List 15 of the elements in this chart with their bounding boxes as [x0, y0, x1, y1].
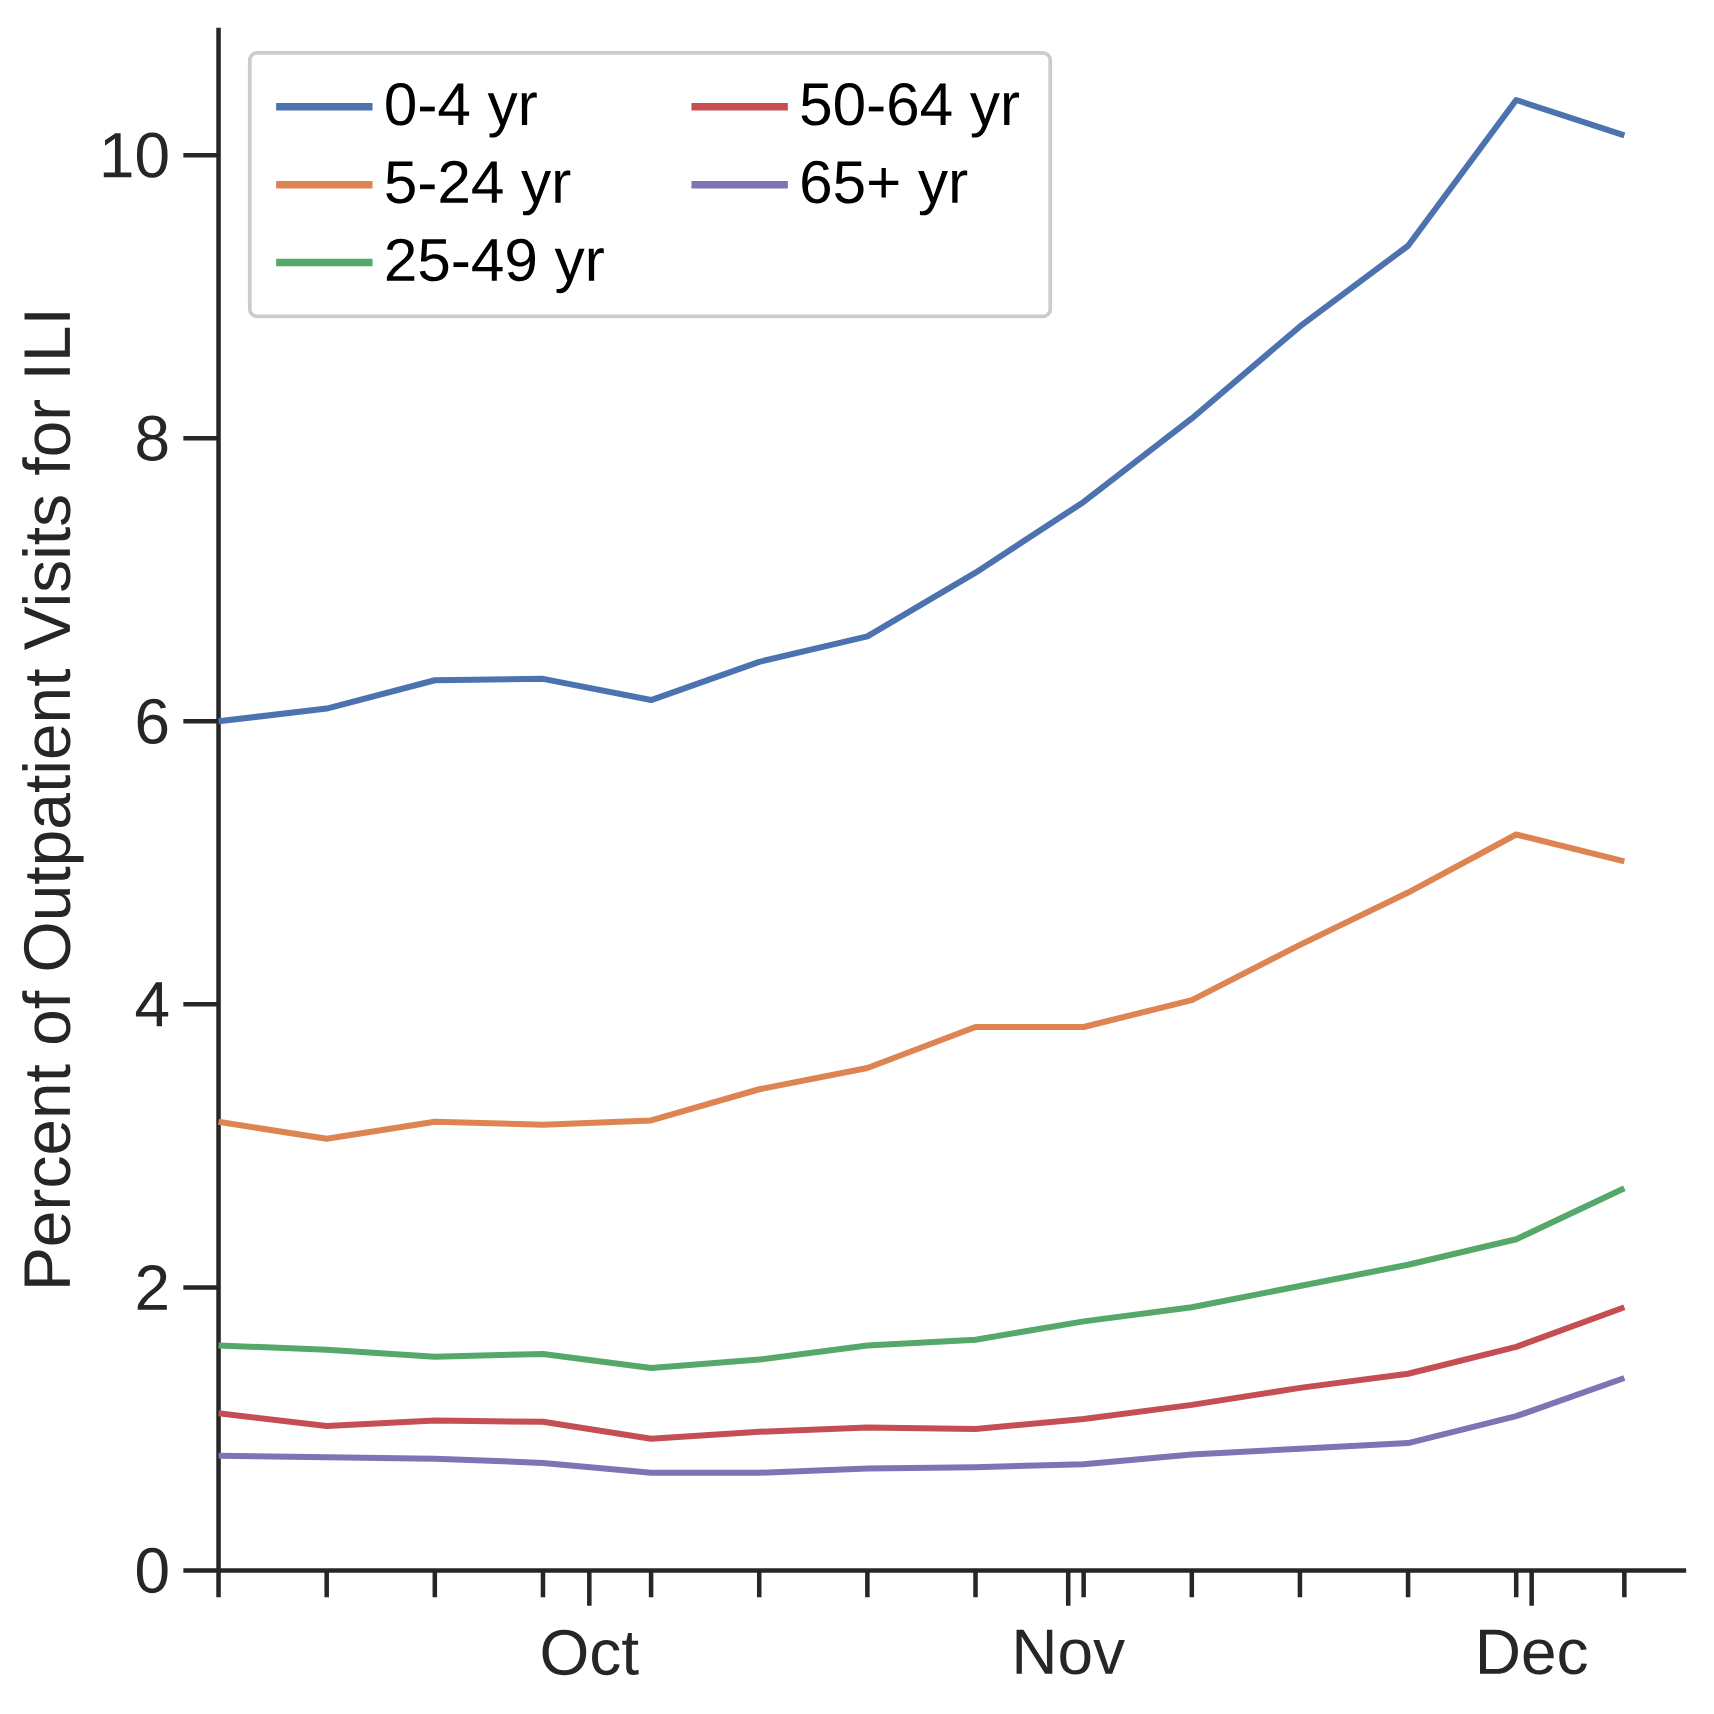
legend-label: 5-24 yr	[386, 160, 571, 216]
y-tick-label: 0	[136, 1547, 168, 1594]
legend-label: 25-49 yr	[386, 238, 604, 294]
y-tick-label: 6	[137, 698, 168, 744]
x-tick-label: Oct	[542, 1629, 639, 1676]
x-tick-label: Nov	[1016, 1629, 1125, 1675]
y-tick-label: 4	[135, 982, 169, 1027]
legend-label: 0-4 yr	[386, 82, 537, 138]
legend-label: 65+ yr	[802, 160, 968, 216]
x-tick-label: Dec	[1480, 1629, 1587, 1675]
y-axis-title: Percent of Outpatient Visits for ILI	[22, 313, 84, 1286]
legend-label: 50-64 yr	[801, 82, 1020, 138]
y-tick-label: 10	[103, 132, 168, 178]
y-tick-label: 2	[137, 1265, 167, 1310]
y-tick-label: 8	[137, 415, 168, 461]
